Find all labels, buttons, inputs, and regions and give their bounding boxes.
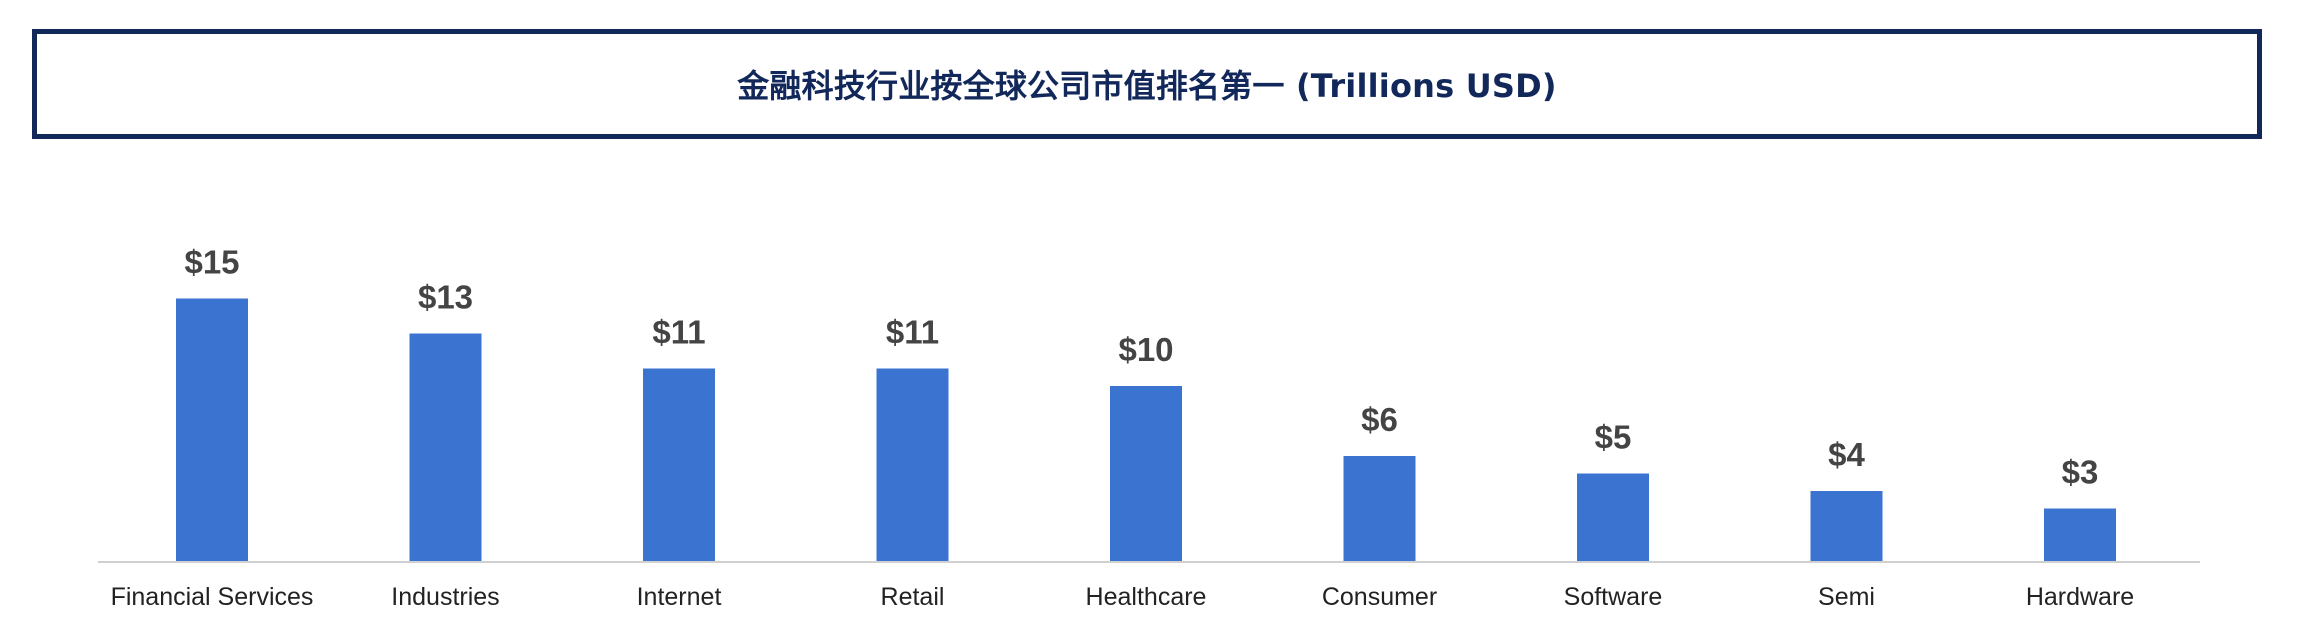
bar-software	[1577, 473, 1649, 561]
bar-semi	[1810, 491, 1883, 561]
bar-retail	[876, 368, 949, 561]
category-tick-label: Hardware	[2026, 583, 2134, 611]
data-label: $10	[1118, 331, 1173, 368]
category-tick-label: Retail	[881, 583, 945, 611]
category-tick-label: Financial Services	[111, 583, 314, 611]
category-tick-label: Consumer	[1322, 583, 1437, 611]
category-tick-label: Healthcare	[1086, 583, 1207, 611]
bars-group	[176, 298, 2116, 561]
chart-title: 金融科技行业按全球公司市值排名第一 (Trillions USD)	[737, 67, 1557, 105]
category-labels-group: Financial Services Industries Internet Reta…	[111, 583, 2135, 611]
bar-financial-services	[176, 298, 248, 561]
value-labels-group: $15 $13 $11 $11 $10 $6 $5 $4 $3	[184, 244, 2098, 491]
data-label: $15	[184, 244, 239, 281]
bar-internet	[643, 368, 715, 561]
data-label: $6	[1361, 401, 1398, 438]
data-label: $11	[652, 314, 705, 351]
data-label: $11	[886, 314, 939, 351]
chart-title-box: 金融科技行业按全球公司市值排名第一 (Trillions USD)	[32, 29, 2262, 139]
category-tick-label: Semi	[1818, 583, 1875, 611]
data-label: $4	[1828, 436, 1865, 473]
category-tick-label: Internet	[637, 583, 722, 611]
data-label: $3	[2062, 454, 2099, 491]
bar-healthcare	[1110, 386, 1182, 561]
bar-industries	[409, 333, 482, 561]
bar-consumer	[1343, 456, 1416, 561]
data-label: $13	[418, 279, 473, 316]
category-tick-label: Industries	[391, 583, 499, 611]
category-tick-label: Software	[1564, 583, 1663, 611]
data-label: $5	[1595, 419, 1632, 456]
bar-hardware	[2044, 508, 2116, 561]
